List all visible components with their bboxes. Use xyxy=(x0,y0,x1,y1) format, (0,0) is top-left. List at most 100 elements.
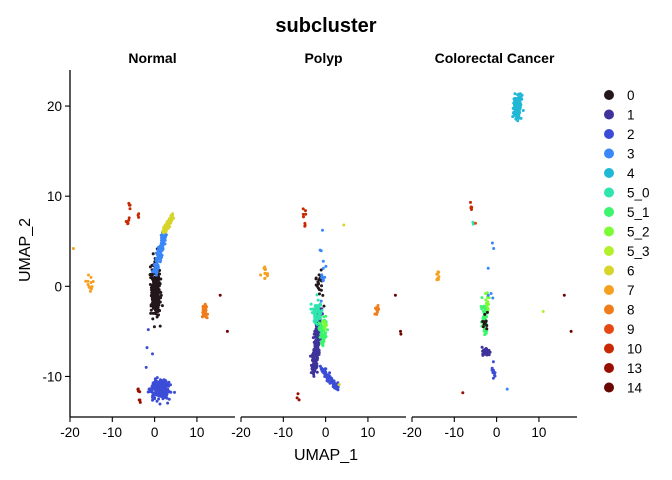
data-point xyxy=(150,270,154,273)
data-point xyxy=(167,217,171,221)
data-point xyxy=(206,312,210,316)
data-point xyxy=(160,386,164,390)
x-tick-label: -20 xyxy=(402,425,422,440)
data-point xyxy=(321,293,325,297)
data-point xyxy=(159,291,163,294)
legend-label: 1 xyxy=(627,108,635,123)
data-point xyxy=(150,388,154,392)
data-point xyxy=(309,302,313,306)
data-point xyxy=(491,360,495,364)
data-point xyxy=(319,340,323,344)
x-tick-label: -10 xyxy=(103,425,123,440)
data-point xyxy=(319,268,323,272)
data-point xyxy=(151,398,154,402)
data-point xyxy=(161,238,165,241)
data-point xyxy=(481,352,485,356)
data-point xyxy=(156,313,160,317)
legend-label: 10 xyxy=(627,342,642,357)
data-point xyxy=(170,218,174,222)
data-point xyxy=(155,399,159,403)
data-point xyxy=(483,333,487,337)
data-point xyxy=(309,354,312,358)
data-point xyxy=(491,376,495,380)
data-point xyxy=(314,309,318,313)
data-point xyxy=(71,247,75,250)
data-point xyxy=(480,296,484,300)
data-point xyxy=(320,276,324,280)
data-point xyxy=(312,370,316,374)
data-point xyxy=(321,259,325,263)
data-point xyxy=(303,223,307,227)
data-point xyxy=(319,299,323,303)
data-point xyxy=(518,101,522,105)
data-point xyxy=(301,207,305,211)
data-point xyxy=(317,273,321,277)
data-point xyxy=(159,383,163,387)
data-point xyxy=(156,286,160,290)
data-point xyxy=(316,280,320,284)
legend-label: 6 xyxy=(627,264,635,279)
x-tick-label: 0 xyxy=(322,425,330,440)
legend-swatch xyxy=(604,226,614,237)
x-tick-label: 10 xyxy=(189,425,204,440)
data-point xyxy=(162,229,166,233)
legend-label: 0 xyxy=(627,88,635,103)
legend-swatch xyxy=(604,285,614,295)
data-point xyxy=(265,273,269,277)
data-point xyxy=(516,108,520,112)
data-point xyxy=(159,378,162,382)
data-point xyxy=(151,317,155,321)
legend-label: 8 xyxy=(627,303,635,318)
data-point xyxy=(155,271,158,275)
data-point xyxy=(491,296,495,300)
data-point xyxy=(160,390,164,393)
data-point xyxy=(148,273,152,277)
data-point xyxy=(166,401,170,405)
x-tick-label: -20 xyxy=(60,425,80,440)
x-axis-label: UMAP_1 xyxy=(294,447,358,464)
data-point xyxy=(151,283,155,286)
data-point xyxy=(151,289,155,293)
data-point xyxy=(487,353,491,357)
data-point xyxy=(316,306,320,310)
data-point xyxy=(153,396,156,400)
legend-swatch xyxy=(604,343,614,354)
legend-swatch xyxy=(604,207,614,217)
data-point xyxy=(482,350,486,354)
data-point xyxy=(315,352,318,355)
data-point xyxy=(160,304,164,308)
data-point xyxy=(151,381,155,385)
data-point xyxy=(515,102,519,106)
data-point xyxy=(127,218,131,222)
data-point xyxy=(147,387,151,391)
data-point xyxy=(90,286,93,290)
data-point xyxy=(158,324,162,328)
data-point xyxy=(321,228,324,232)
data-point xyxy=(516,93,520,97)
y-tick-label: 20 xyxy=(47,99,62,114)
data-point xyxy=(158,402,162,406)
data-point xyxy=(491,371,495,375)
data-point xyxy=(461,391,465,395)
data-point xyxy=(512,101,516,105)
data-point xyxy=(84,279,88,283)
data-point xyxy=(313,318,317,322)
data-point xyxy=(304,212,308,216)
data-point xyxy=(304,209,307,213)
data-point xyxy=(320,342,324,346)
data-point xyxy=(319,288,323,292)
data-point xyxy=(149,276,153,280)
data-point xyxy=(520,93,524,97)
data-point xyxy=(162,235,166,239)
facet-panel: Normal -20 -10 0 10 -10 0 10 20 xyxy=(42,50,235,440)
data-point xyxy=(326,373,330,377)
data-point xyxy=(480,345,484,349)
data-point xyxy=(149,308,153,312)
data-point xyxy=(151,311,155,315)
data-point xyxy=(312,350,316,354)
facet-panel: Colorectal Cancer -20 -10 0 10 xyxy=(402,50,577,440)
data-point xyxy=(483,312,487,316)
data-point xyxy=(323,320,327,324)
facet-panel: Polyp -20 -10 0 10 xyxy=(231,50,406,440)
data-point xyxy=(322,304,326,308)
